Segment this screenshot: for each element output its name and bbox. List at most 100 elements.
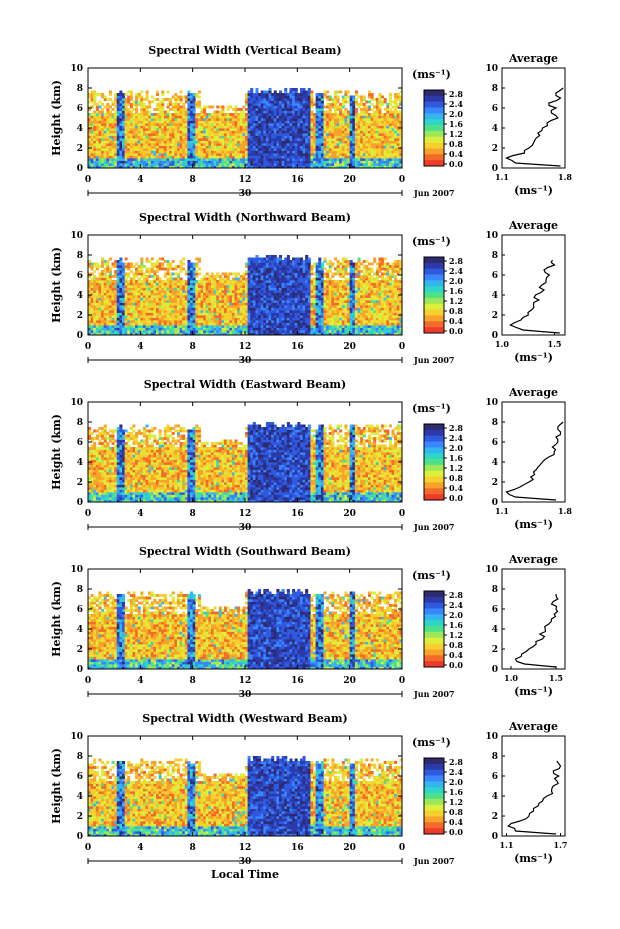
heatmap-cell [182,282,186,286]
heatmap-cell [93,327,97,331]
heatmap-cell [349,158,353,161]
heatmap-cell [375,143,379,146]
heatmap-cell [250,120,254,124]
heatmap-cell [153,135,157,139]
heatmap-cell [255,120,259,124]
heatmap-cell [333,103,337,106]
heatmap-cell [239,310,243,313]
heatmap-cell [140,95,144,99]
heatmap-cell [182,128,186,131]
heatmap-cell [370,133,374,136]
heatmap-cell [315,138,319,141]
heatmap-cell [367,160,371,164]
heatmap-cell [247,110,251,114]
y-axis-title: Height (km) [50,80,63,156]
heatmap-cell [231,317,235,321]
heatmap-cell [365,110,369,114]
heatmap-cell [142,327,146,331]
heatmap-cell [90,163,94,166]
heatmap-cell [93,332,97,336]
heatmap-cell [271,163,275,166]
heatmap-cell [93,100,97,104]
heatmap-cell [320,163,324,166]
heatmap-cell [284,95,288,99]
heatmap-cell [192,292,196,296]
heatmap-cell [195,327,199,331]
heatmap-cell [292,93,296,96]
colorbar-frame [423,89,445,167]
heatmap-cell [142,108,146,111]
heatmap-cell [221,120,225,124]
heatmap-cell [281,120,285,124]
heatmap-cell [187,285,191,288]
heatmap-cell [150,270,154,273]
heatmap-cell [286,98,290,101]
heatmap-cell [106,300,110,303]
heatmap-cell [231,145,235,149]
heatmap-cell [127,135,131,139]
heatmap-cell [310,155,314,159]
heatmap-cell [106,260,110,263]
heatmap-cell [197,332,201,336]
heatmap-cell [224,118,228,121]
heatmap-cell [122,108,126,111]
heatmap-cell [381,158,385,161]
heatmap-cell [179,123,183,126]
heatmap-cell [103,302,107,306]
heatmap-cell [192,305,196,308]
heatmap-cell [208,332,212,336]
heatmap-cell [122,120,126,124]
heatmap-cell [200,322,204,326]
heatmap-cell [156,160,160,164]
heatmap-cell [354,130,358,134]
heatmap-cell [284,138,288,141]
heatmap-cell [367,150,371,154]
heatmap-cell [124,317,128,321]
heatmap-cell [234,115,238,119]
heatmap-cell [90,105,94,109]
heatmap-cell [163,305,167,308]
heatmap-cell [347,153,351,156]
heatmap-cell [182,138,186,141]
heatmap-cell [273,128,277,131]
heatmap-cell [286,153,290,156]
heatmap-cell [286,155,290,159]
heatmap-cell [226,155,230,159]
heatmap-cell [336,125,340,129]
heatmap-cell [161,287,165,291]
heatmap-cell [302,110,306,114]
heatmap-cell [302,93,306,96]
heatmap-cell [187,307,191,311]
heatmap-cell [101,123,105,126]
heatmap-cell [302,138,306,141]
heatmap-cell [140,98,144,101]
heatmap-cell [279,118,283,121]
heatmap-cell [108,320,112,323]
heatmap-cell [271,108,275,111]
heatmap-cell [108,160,112,164]
heatmap-cell [101,103,105,106]
heatmap-cell [111,113,115,116]
heatmap-cell [255,153,259,156]
heatmap-cell [195,332,199,336]
heatmap-cell [231,148,235,151]
heatmap-cell [258,140,262,144]
heatmap-cell [218,145,222,149]
heatmap-cell [203,148,207,151]
heatmap-cell [294,113,298,116]
heatmap-cell [367,93,371,96]
heatmap-cell [156,145,160,149]
heatmap-cell [349,115,353,119]
heatmap-cell [200,163,204,166]
heatmap-cell [190,310,194,313]
heatmap-cell [184,287,188,291]
heatmap-cell [237,325,241,328]
heatmap-cell [336,115,340,119]
average-title: Average [508,52,558,65]
heatmap-cell [323,133,327,136]
heatmap-cell [156,113,160,116]
heatmap-cell [297,98,301,101]
heatmap-cell [263,140,267,144]
heatmap-cell [208,118,212,121]
heatmap-cell [116,153,120,156]
